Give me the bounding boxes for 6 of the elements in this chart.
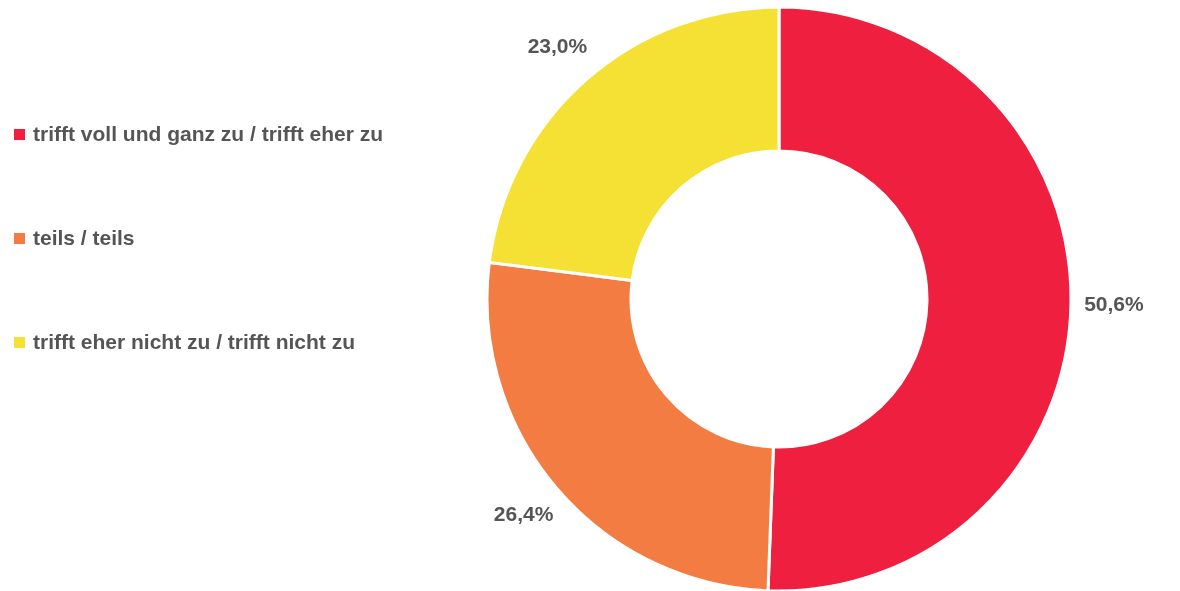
legend-label: trifft voll und ganz zu / trifft eher zu: [33, 121, 383, 145]
legend-label: teils / teils: [33, 225, 135, 249]
data-label: 26,4%: [493, 502, 554, 526]
data-label: 50,6%: [1084, 291, 1145, 315]
legend-label: trifft eher nicht zu / trifft nicht zu: [33, 329, 355, 353]
data-label: 23,0%: [527, 34, 588, 58]
